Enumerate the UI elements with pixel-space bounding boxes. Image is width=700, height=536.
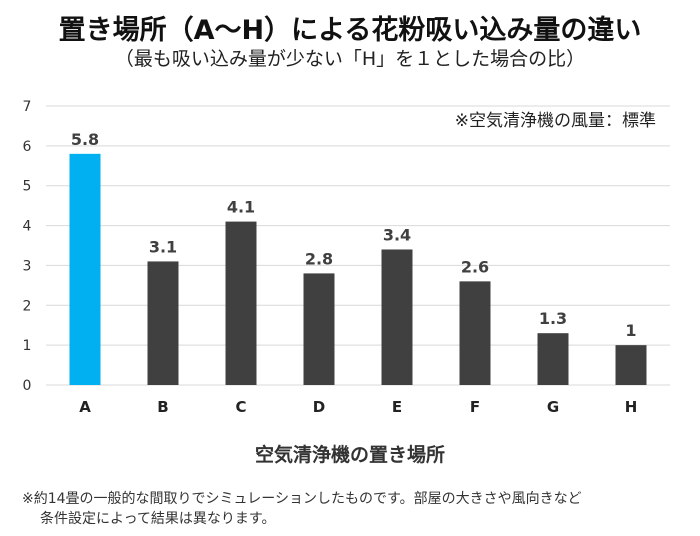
bar-E <box>381 249 413 385</box>
footnote-line-1: ※約14畳の一般的な間取りでシミュレーションしたものです。部屋の大きさや風向きな… <box>22 491 582 507</box>
chart-subtitle: （最も吸い込み量が少ない「H」を１とした場合の比） <box>114 48 586 70</box>
data-label: 3.1 <box>149 237 177 256</box>
x-tick-label: G <box>547 398 559 416</box>
y-tick-label: 4 <box>23 219 32 235</box>
x-tick-label: B <box>157 398 168 416</box>
y-tick-label: 5 <box>23 179 32 195</box>
y-tick-label: 7 <box>23 99 32 115</box>
x-tick-label: D <box>313 398 325 416</box>
footnote-line-2: 条件設定によって結果は異なります。 <box>40 511 276 527</box>
airflow-note: ※空気清浄機の風量：標準 <box>454 111 656 131</box>
y-tick-label: 0 <box>23 378 32 394</box>
data-label: 2.6 <box>461 257 489 276</box>
bar-B <box>147 261 179 385</box>
data-label: 4.1 <box>227 198 255 217</box>
y-tick-label: 2 <box>23 298 32 314</box>
data-label: 2.8 <box>305 249 333 268</box>
bar-C <box>225 221 257 385</box>
bar-H <box>615 345 647 385</box>
data-label: 1 <box>625 321 636 340</box>
x-tick-label: C <box>235 398 246 416</box>
data-label: 5.8 <box>71 130 99 149</box>
x-tick-label: E <box>392 398 402 416</box>
x-tick-label: H <box>625 398 638 416</box>
y-tick-label: 6 <box>23 139 32 155</box>
bar-G <box>537 333 569 385</box>
bar-D <box>303 273 335 385</box>
x-tick-label: A <box>79 398 91 416</box>
chart-title: 置き場所（A〜H）による花粉吸い込み量の違い <box>58 15 642 46</box>
bar-A <box>69 153 101 385</box>
y-tick-label: 3 <box>23 258 32 274</box>
x-tick-label: F <box>470 398 480 416</box>
y-tick-label: 1 <box>23 338 32 354</box>
x-axis-label: 空気清浄機の置き場所 <box>254 444 445 466</box>
data-label: 3.4 <box>383 225 411 244</box>
data-label: 1.3 <box>539 309 567 328</box>
bar-F <box>459 281 491 385</box>
